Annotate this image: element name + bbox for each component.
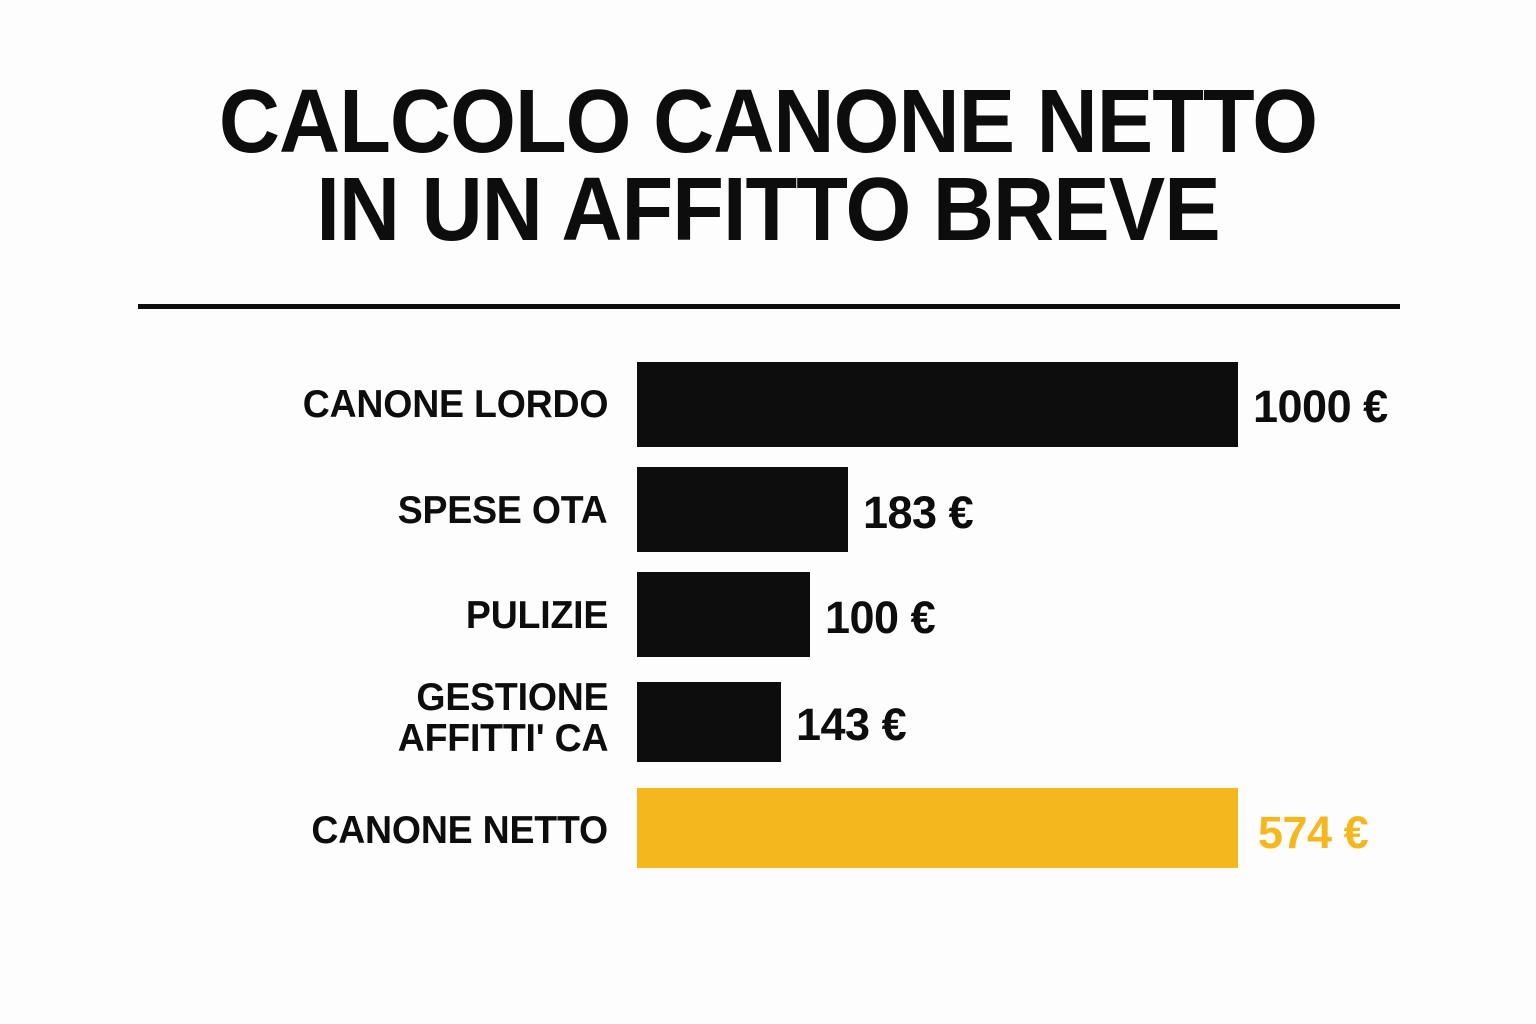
bar-category-label: GESTIONE AFFITTI' CA	[397, 676, 608, 760]
bar-gestione-affitti	[637, 682, 781, 762]
chart-row: PULIZIE 100 €	[0, 552, 1536, 657]
bar-canone-lordo	[637, 362, 1238, 447]
bar-chart: CANONE LORDO 1000 € SPESE OTA 183 € PULI…	[0, 340, 1536, 900]
bar-category-label: CANONE NETTO	[311, 809, 608, 852]
bar-value-label: 143 €	[796, 699, 907, 750]
bar-value-label: 1000 €	[1253, 381, 1388, 432]
bar-category-label: SPESE OTA	[398, 489, 608, 532]
chart-row: GESTIONE AFFITTI' CA 143 €	[0, 657, 1536, 762]
bar-value-label: 574 €	[1258, 807, 1369, 858]
chart-row: SPESE OTA 183 €	[0, 447, 1536, 552]
bar-pulizie	[637, 572, 810, 657]
bar-canone-netto	[637, 788, 1238, 868]
bar-value-label: 183 €	[863, 487, 974, 538]
bar-value-label: 100 €	[825, 592, 936, 643]
bar-category-label: CANONE LORDO	[302, 383, 608, 426]
page-title-line-1: CALCOLO CANONE NETTO	[218, 72, 1318, 172]
title-divider-rule	[138, 304, 1400, 309]
page-title: CALCOLO CANONE NETTO IN UN AFFITTO BREVE	[0, 72, 1536, 260]
chart-row: CANONE NETTO 574 €	[0, 762, 1536, 872]
chart-row: CANONE LORDO 1000 €	[0, 340, 1536, 447]
bar-category-label: PULIZIE	[465, 594, 608, 637]
page-title-line-2: IN UN AFFITTO BREVE	[316, 160, 1220, 260]
bar-spese-ota	[637, 467, 848, 552]
